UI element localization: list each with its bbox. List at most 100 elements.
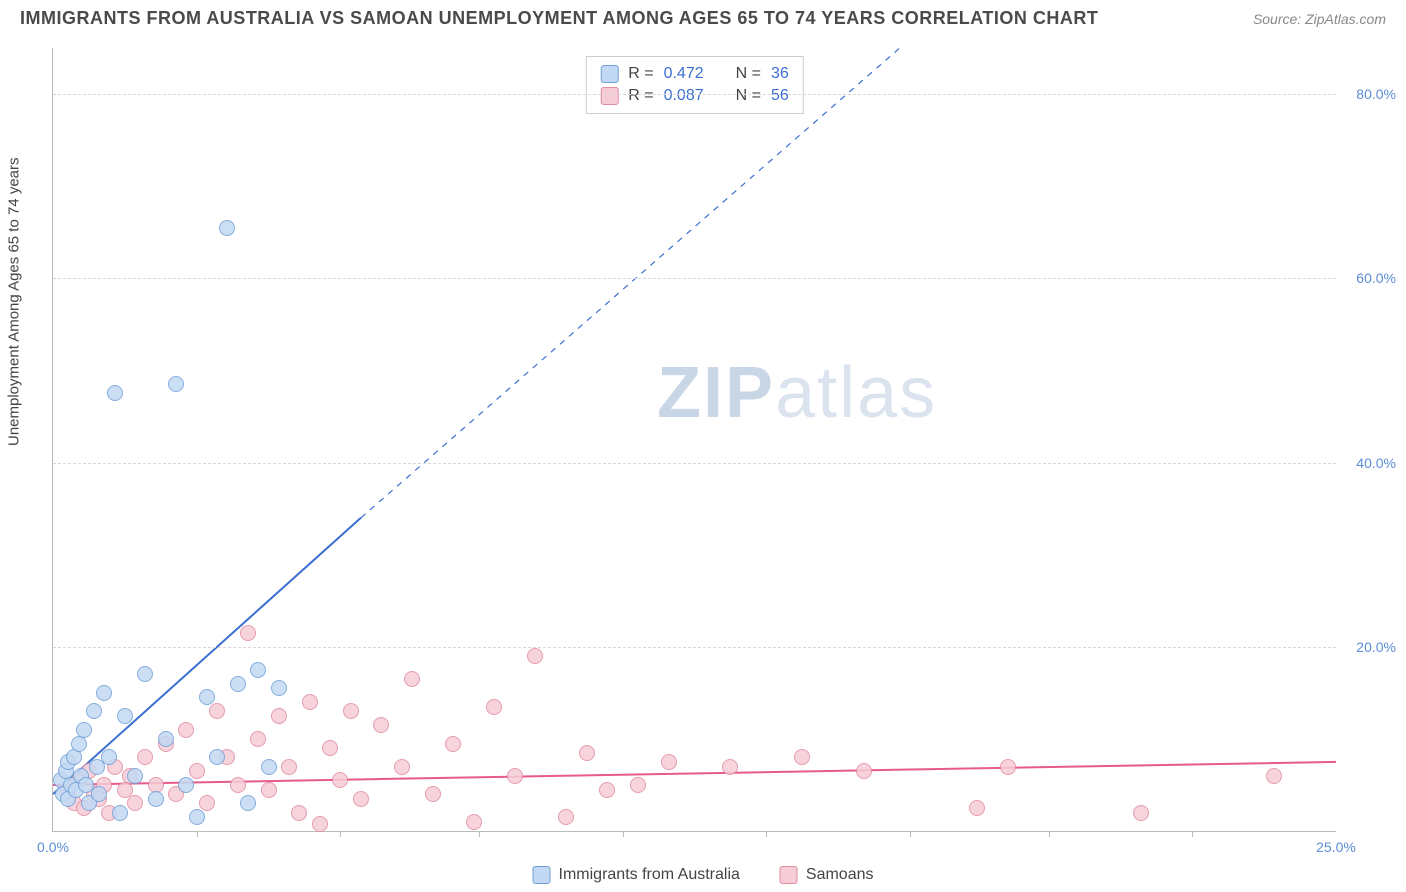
swatch-series-a [600, 65, 618, 83]
scatter-point [332, 772, 348, 788]
gridline [53, 463, 1336, 464]
scatter-point [71, 736, 87, 752]
scatter-point [291, 805, 307, 821]
scatter-point [189, 763, 205, 779]
scatter-point [322, 740, 338, 756]
legend-label-b: Samoans [806, 866, 874, 884]
scatter-point [148, 791, 164, 807]
ytick-label: 40.0% [1341, 455, 1396, 471]
stat-r-label: R = [628, 87, 653, 105]
scatter-point [178, 777, 194, 793]
scatter-point [230, 676, 246, 692]
scatter-point [558, 809, 574, 825]
swatch-series-b [600, 87, 618, 105]
stat-r-value-a: 0.472 [664, 65, 704, 83]
xtick-minor [623, 831, 624, 837]
stat-n-label: N = [736, 87, 761, 105]
scatter-point [91, 786, 107, 802]
scatter-point [394, 759, 410, 775]
stat-n-label: N = [736, 65, 761, 83]
scatter-point [219, 220, 235, 236]
scatter-point [353, 791, 369, 807]
legend-label-a: Immigrants from Australia [559, 866, 740, 884]
scatter-point [250, 662, 266, 678]
scatter-point [137, 666, 153, 682]
scatter-point [230, 777, 246, 793]
title-bar: IMMIGRANTS FROM AUSTRALIA VS SAMOAN UNEM… [0, 0, 1406, 33]
xtick-minor [340, 831, 341, 837]
scatter-point [1266, 768, 1282, 784]
scatter-point [209, 703, 225, 719]
scatter-point [127, 768, 143, 784]
xtick-minor [1049, 831, 1050, 837]
gridline [53, 647, 1336, 648]
scatter-point [199, 795, 215, 811]
scatter-point [794, 749, 810, 765]
scatter-point [507, 768, 523, 784]
scatter-point [199, 689, 215, 705]
scatter-point [117, 708, 133, 724]
scatter-chart: ZIPatlas R = 0.472 N = 36 R = 0.087 N = … [52, 48, 1336, 832]
scatter-point [189, 809, 205, 825]
scatter-point [527, 648, 543, 664]
scatter-point [271, 680, 287, 696]
scatter-point [404, 671, 420, 687]
scatter-point [312, 816, 328, 832]
scatter-point [209, 749, 225, 765]
scatter-point [96, 685, 112, 701]
scatter-point [158, 731, 174, 747]
gridline [53, 278, 1336, 279]
xtick-minor [766, 831, 767, 837]
source-label: Source: ZipAtlas.com [1253, 11, 1386, 27]
scatter-point [240, 625, 256, 641]
legend-bottom: Immigrants from Australia Samoans [533, 866, 874, 884]
ytick-label: 60.0% [1341, 270, 1396, 286]
scatter-point [466, 814, 482, 830]
scatter-point [271, 708, 287, 724]
ytick-label: 20.0% [1341, 639, 1396, 655]
scatter-point [66, 749, 82, 765]
legend-swatch-a [533, 866, 551, 884]
scatter-point [1133, 805, 1149, 821]
scatter-point [261, 782, 277, 798]
scatter-point [117, 782, 133, 798]
scatter-point [373, 717, 389, 733]
xtick-minor [197, 831, 198, 837]
scatter-point [101, 749, 117, 765]
stat-n-value-a: 36 [771, 65, 789, 83]
stat-n-value-b: 56 [771, 87, 789, 105]
scatter-point [178, 722, 194, 738]
scatter-point [168, 376, 184, 392]
scatter-point [722, 759, 738, 775]
y-axis-title: Unemployment Among Ages 65 to 74 years [6, 157, 23, 446]
scatter-point [250, 731, 266, 747]
stats-row-series-a: R = 0.472 N = 36 [600, 63, 789, 85]
xtick-label: 25.0% [1316, 839, 1356, 855]
chart-title: IMMIGRANTS FROM AUSTRALIA VS SAMOAN UNEM… [20, 8, 1098, 29]
scatter-point [343, 703, 359, 719]
scatter-point [261, 759, 277, 775]
gridline [53, 94, 1336, 95]
scatter-point [661, 754, 677, 770]
scatter-point [86, 703, 102, 719]
stat-r-label: R = [628, 65, 653, 83]
stats-row-series-b: R = 0.087 N = 56 [600, 85, 789, 107]
scatter-point [630, 777, 646, 793]
legend-item-b: Samoans [780, 866, 874, 884]
scatter-point [425, 786, 441, 802]
scatter-point [599, 782, 615, 798]
scatter-point [112, 805, 128, 821]
scatter-point [445, 736, 461, 752]
xtick-minor [479, 831, 480, 837]
legend-item-a: Immigrants from Australia [533, 866, 740, 884]
scatter-point [579, 745, 595, 761]
scatter-point [1000, 759, 1016, 775]
scatter-point [969, 800, 985, 816]
xtick-minor [1192, 831, 1193, 837]
ytick-label: 80.0% [1341, 86, 1396, 102]
scatter-point [856, 763, 872, 779]
xtick-minor [910, 831, 911, 837]
scatter-point [76, 722, 92, 738]
scatter-point [240, 795, 256, 811]
scatter-point [302, 694, 318, 710]
